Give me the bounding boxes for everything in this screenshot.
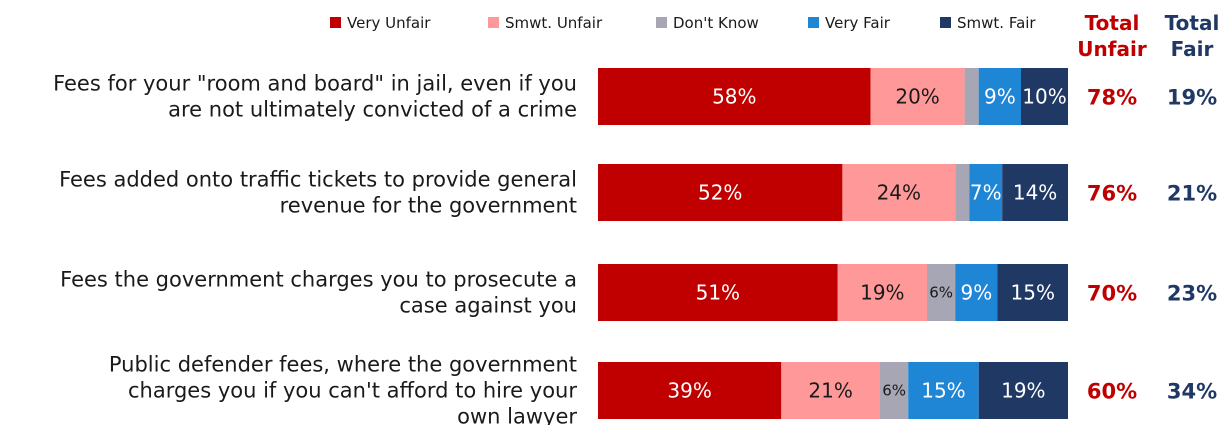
data-label-0-series-1: 20% xyxy=(895,85,939,109)
category-label-2-line-0: Fees the government charges you to prose… xyxy=(60,268,577,292)
legend-swatch-1 xyxy=(488,17,499,28)
bar-0-series-2 xyxy=(965,68,979,125)
category-label-1-line-0: Fees added onto traffic tickets to provi… xyxy=(59,168,577,192)
data-label-3-series-0: 39% xyxy=(667,379,711,403)
data-label-2-series-3: 9% xyxy=(960,281,992,305)
legend-label-0: Very Unfair xyxy=(347,14,431,32)
legend-label-4: Smwt. Fair xyxy=(957,14,1036,32)
category-label-3-line-2: own lawyer xyxy=(457,405,577,425)
data-label-0-series-4: 10% xyxy=(1022,85,1066,109)
category-label-2-line-1: case against you xyxy=(399,294,577,318)
data-label-1-series-3: 7% xyxy=(970,181,1002,205)
data-label-0-series-0: 58% xyxy=(712,85,756,109)
data-label-2-series-1: 19% xyxy=(860,281,904,305)
data-label-1-series-0: 52% xyxy=(698,181,742,205)
legend-label-3: Very Fair xyxy=(825,14,891,32)
total-unfair-0: 78% xyxy=(1087,86,1137,110)
total-fair-2: 23% xyxy=(1167,282,1217,306)
data-label-1-series-4: 14% xyxy=(1013,181,1057,205)
data-label-2-series-4: 15% xyxy=(1011,281,1055,305)
data-label-0-series-3: 9% xyxy=(984,85,1016,109)
total-fair-3: 34% xyxy=(1167,380,1217,404)
total-unfair-3: 60% xyxy=(1087,380,1137,404)
data-label-3-series-3: 15% xyxy=(921,379,965,403)
total-fair-header-0: Total xyxy=(1165,11,1220,35)
total-fair-1: 21% xyxy=(1167,182,1217,206)
data-label-3-series-2: 6% xyxy=(882,382,906,400)
category-label-0-line-0: Fees for your "room and board" in jail, … xyxy=(53,72,577,96)
category-label-1-line-1: revenue for the government xyxy=(280,194,577,218)
data-label-1-series-1: 24% xyxy=(877,181,921,205)
legend-swatch-0 xyxy=(330,17,341,28)
legend-swatch-4 xyxy=(940,17,951,28)
data-label-3-series-1: 21% xyxy=(808,379,852,403)
legend-swatch-3 xyxy=(808,17,819,28)
category-label-3-line-0: Public defender fees, where the governme… xyxy=(109,353,577,377)
data-label-2-series-2: 6% xyxy=(929,284,953,302)
category-label-3-line-1: charges you if you can't afford to hire … xyxy=(128,379,577,403)
category-label-0-line-1: are not ultimately convicted of a crime xyxy=(168,98,577,122)
total-fair-header-1: Fair xyxy=(1171,37,1214,61)
total-unfair-header-1: Unfair xyxy=(1077,37,1147,61)
total-unfair-2: 70% xyxy=(1087,282,1137,306)
data-label-2-series-0: 51% xyxy=(696,281,740,305)
data-label-3-series-4: 19% xyxy=(1001,379,1045,403)
legend-swatch-2 xyxy=(656,17,667,28)
total-unfair-1: 76% xyxy=(1087,182,1137,206)
legend-label-1: Smwt. Unfair xyxy=(505,14,603,32)
legend-label-2: Don't Know xyxy=(673,14,759,32)
total-unfair-header-0: Total xyxy=(1085,11,1140,35)
bar-1-series-2 xyxy=(955,164,969,221)
total-fair-0: 19% xyxy=(1167,86,1217,110)
